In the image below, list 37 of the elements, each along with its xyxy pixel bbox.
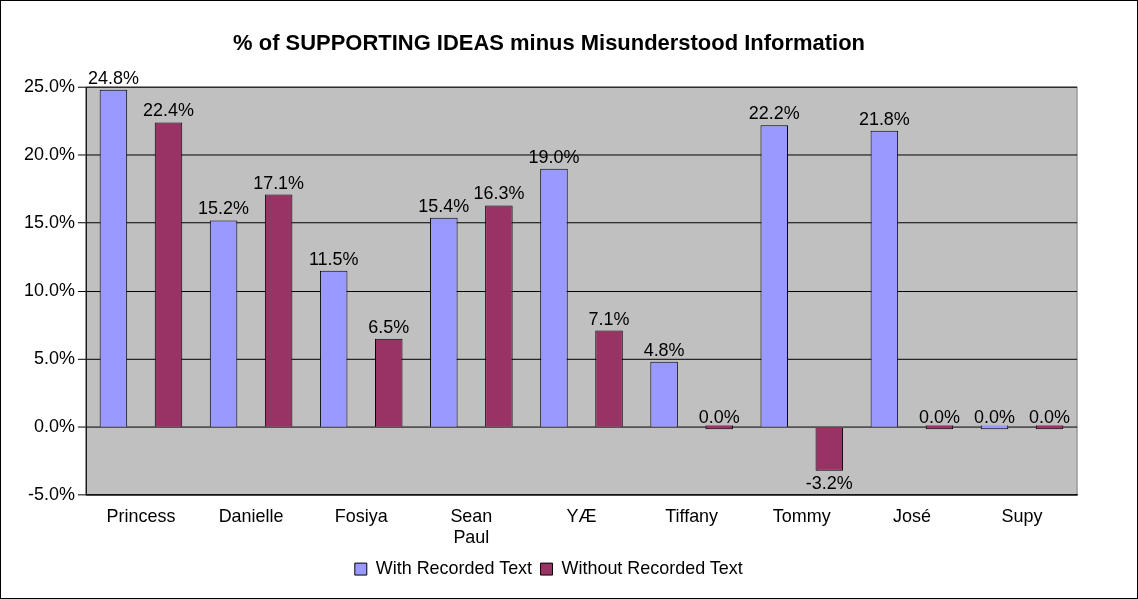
data-label: -3.2% — [805, 472, 853, 493]
data-label: 15.2% — [198, 198, 250, 219]
data-label: 15.4% — [418, 195, 470, 216]
y-tick-label: 15.0% — [23, 212, 75, 233]
data-label: 7.1% — [588, 308, 630, 329]
y-tick-label: 25.0% — [23, 76, 75, 97]
data-label: 6.5% — [368, 316, 410, 337]
y-tick-label: 20.0% — [23, 144, 75, 165]
data-label: 16.3% — [473, 183, 525, 204]
x-tick-label: Tiffany — [665, 505, 719, 526]
legend-label: Without Recorded Text — [561, 558, 743, 579]
chart-title: % of SUPPORTING IDEAS minus Misunderstood Information — [233, 30, 865, 56]
x-tick-label: Fosiya — [334, 505, 388, 526]
data-label: 21.8% — [858, 108, 910, 129]
data-label: 17.1% — [253, 172, 305, 193]
data-label: 22.2% — [748, 103, 800, 124]
x-tick-label: José — [892, 505, 931, 526]
data-label: 4.8% — [643, 339, 685, 360]
data-label: 0.0% — [1029, 407, 1071, 428]
data-label: 0.0% — [918, 407, 960, 428]
data-label: 0.0% — [698, 407, 740, 428]
y-tick-label: -5.0% — [28, 484, 75, 505]
y-tick-label: 10.0% — [23, 280, 75, 301]
x-tick-label: YÆ — [566, 505, 597, 526]
data-label: 0.0% — [974, 407, 1016, 428]
data-label: 19.0% — [528, 146, 580, 167]
data-label: 24.8% — [87, 67, 139, 88]
x-tick-label: Sean Paul — [450, 505, 493, 548]
x-tick-label: Supy — [1001, 505, 1043, 526]
data-label: 22.4% — [143, 100, 194, 121]
data-label: 11.5% — [308, 248, 359, 269]
legend-label: With Recorded Text — [375, 558, 533, 579]
x-tick-label: Danielle — [218, 505, 284, 526]
x-tick-label: Tommy — [772, 505, 831, 526]
y-tick-label: 0.0% — [33, 416, 75, 437]
x-tick-label: Princess — [106, 505, 176, 526]
y-tick-label: 5.0% — [33, 348, 75, 369]
